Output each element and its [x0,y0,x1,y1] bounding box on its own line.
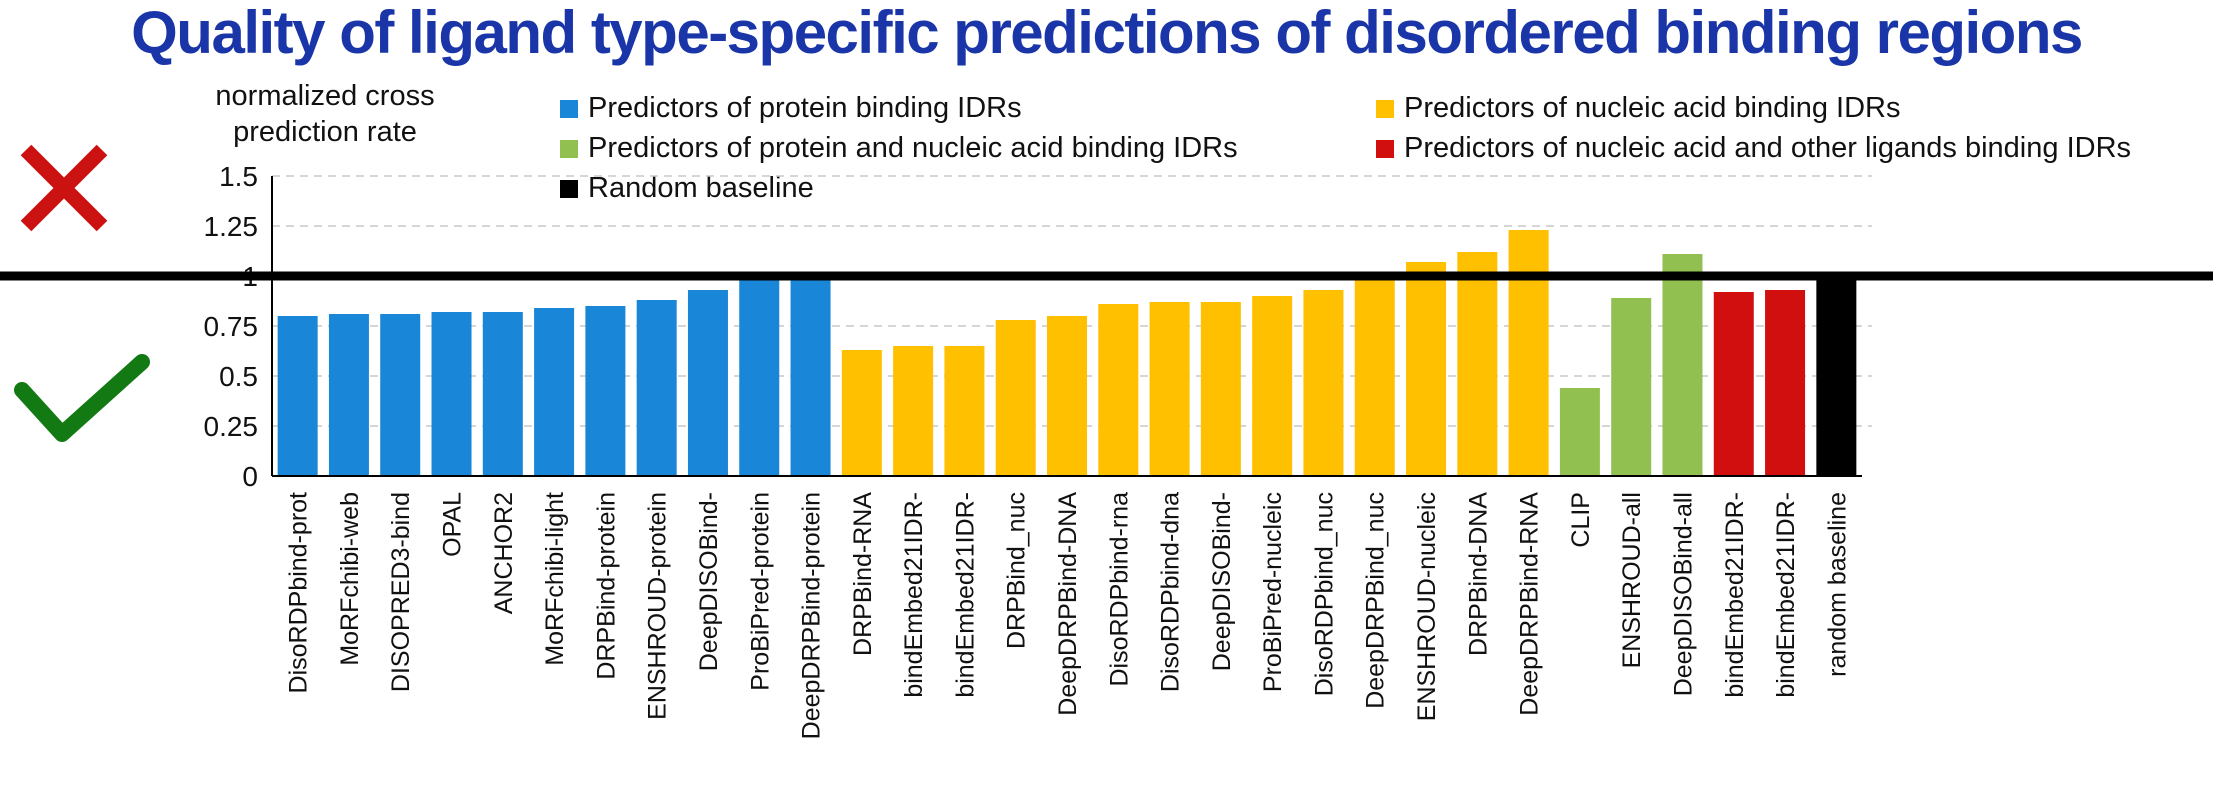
legend-label-nucleic: Predictors of nucleic acid binding IDRs [1404,92,1901,124]
y-axis-label: normalized cross prediction rate [215,80,435,148]
x-tick-labels: DisoRDPbind-prot MoRFchibi-web DISOPRED3-b… [285,492,1852,740]
bar [1508,230,1549,476]
y-tick-label: 1.5 [219,161,258,192]
y-tick-label: 0.5 [219,361,258,392]
y-tick-labels: 00.250.50.7511.251.5 [204,161,259,492]
legend-swatch-nucleic [1376,99,1394,118]
x-tick-label: DeepDRPBind_nuc [1362,492,1390,709]
y-tick-label: 0.75 [204,311,259,342]
x-tick-label: ProBiPred-nucleic [1259,492,1287,692]
legend-item-protein-nucleic: Predictors of protein and nucleic acid b… [560,132,1238,165]
x-tick-label: bindEmbed21IDR- [900,492,928,698]
bar [893,346,934,476]
x-tick-label: DeepDISOBind-all [1669,492,1697,696]
legend-item-nucleic: Predictors of nucleic acid binding IDRs [1376,92,1900,125]
x-tick-label: MoRFchibi-light [541,492,569,666]
bar [1662,254,1703,476]
legend-label-nucleic-other: Predictors of nucleic acid and other lig… [1404,132,2132,164]
bar [1200,302,1241,476]
bar [380,314,421,476]
x-tick-label: ANCHOR2 [490,492,518,614]
x-tick-label: DeepDRPBind-DNA [1054,492,1082,716]
legend-item-random: Random baseline [560,172,814,205]
x-tick-label: ProBiPred-protein [746,492,774,691]
legend-swatch-nucleic-other [1376,139,1394,158]
x-tick-label: OPAL [439,492,467,557]
bars [277,230,1857,476]
bar [277,316,318,476]
x-tick-label: bindEmbed21IDR- [1772,492,1800,698]
x-tick-label: ENSHROUD-protein [644,492,672,720]
bar [687,290,728,476]
bar [534,308,575,476]
bar [1713,292,1754,476]
x-tick-label: CLIP [1567,492,1595,548]
x-tick-label: MoRFchibi-web [336,492,364,666]
check-icon [14,354,150,442]
bar [482,312,523,476]
x-tick-label: random baseline [1823,492,1851,677]
bar [328,314,369,476]
legend-swatch-protein-nucleic [560,139,578,158]
legend-label-protein-nucleic: Predictors of protein and nucleic acid b… [588,132,1238,164]
x-tick-label: DeepDRPBind-RNA [1516,492,1544,716]
bar [995,320,1036,476]
x-tick-label: DRPBind_nuc [1003,492,1031,649]
bar [1252,296,1293,476]
legend-label-random: Random baseline [588,172,814,204]
x-tick-label: DisoRDPbind-rna [1105,492,1133,687]
x-tick-label: DeepDISOBind- [1208,492,1236,671]
bar [944,346,985,476]
x-tick-label: DRPBind-protein [592,492,620,680]
bar [841,350,882,476]
x-tick-label: ENSHROUD-all [1618,492,1646,668]
x-tick-label: DISOPRED3-bind [387,492,415,692]
bar [585,306,626,476]
bar [1046,316,1088,476]
x-tick-label: DeepDISOBind- [695,492,723,671]
y-tick-label: 0 [242,461,258,492]
y-tick-label: 0.25 [204,411,259,442]
x-tick-label: DisoRDPbind-prot [285,492,313,694]
x-tick-label: DRPBind-RNA [849,492,877,656]
x-tick-label: DRPBind-DNA [1464,492,1492,656]
bar [1457,252,1498,476]
x-tick-label: DisoRDPbind_nuc [1310,492,1338,696]
x-tick-label: bindEmbed21IDR- [1721,492,1749,698]
bar [1354,280,1395,476]
y-tick-label: 1.25 [204,211,259,242]
bar [1149,302,1190,476]
legend-item-nucleic-other: Predictors of nucleic acid and other lig… [1376,132,2131,165]
bar [790,280,831,476]
bar [1765,290,1806,476]
legend-swatch-protein [560,99,578,118]
cross-icon [20,144,108,232]
bar [431,312,472,476]
x-tick-label: bindEmbed21IDR- [951,492,979,698]
bar [1816,276,1857,476]
bar [739,280,780,476]
bar [636,300,677,476]
legend-label-protein: Predictors of protein binding IDRs [588,92,1022,124]
bar [1098,304,1139,476]
legend-swatch-random [560,179,578,198]
x-tick-label: DisoRDPbind-dna [1157,492,1185,692]
x-tick-label: ENSHROUD-nucleic [1413,492,1441,721]
bar [1559,388,1600,476]
bar [1303,290,1344,476]
bar [1406,262,1447,476]
x-tick-label: DeepDRPBind-protein [798,492,826,739]
bar [1611,298,1652,476]
chart-title: Quality of ligand type-specific predicti… [131,0,2083,66]
legend-item-protein: Predictors of protein binding IDRs [560,92,1022,125]
